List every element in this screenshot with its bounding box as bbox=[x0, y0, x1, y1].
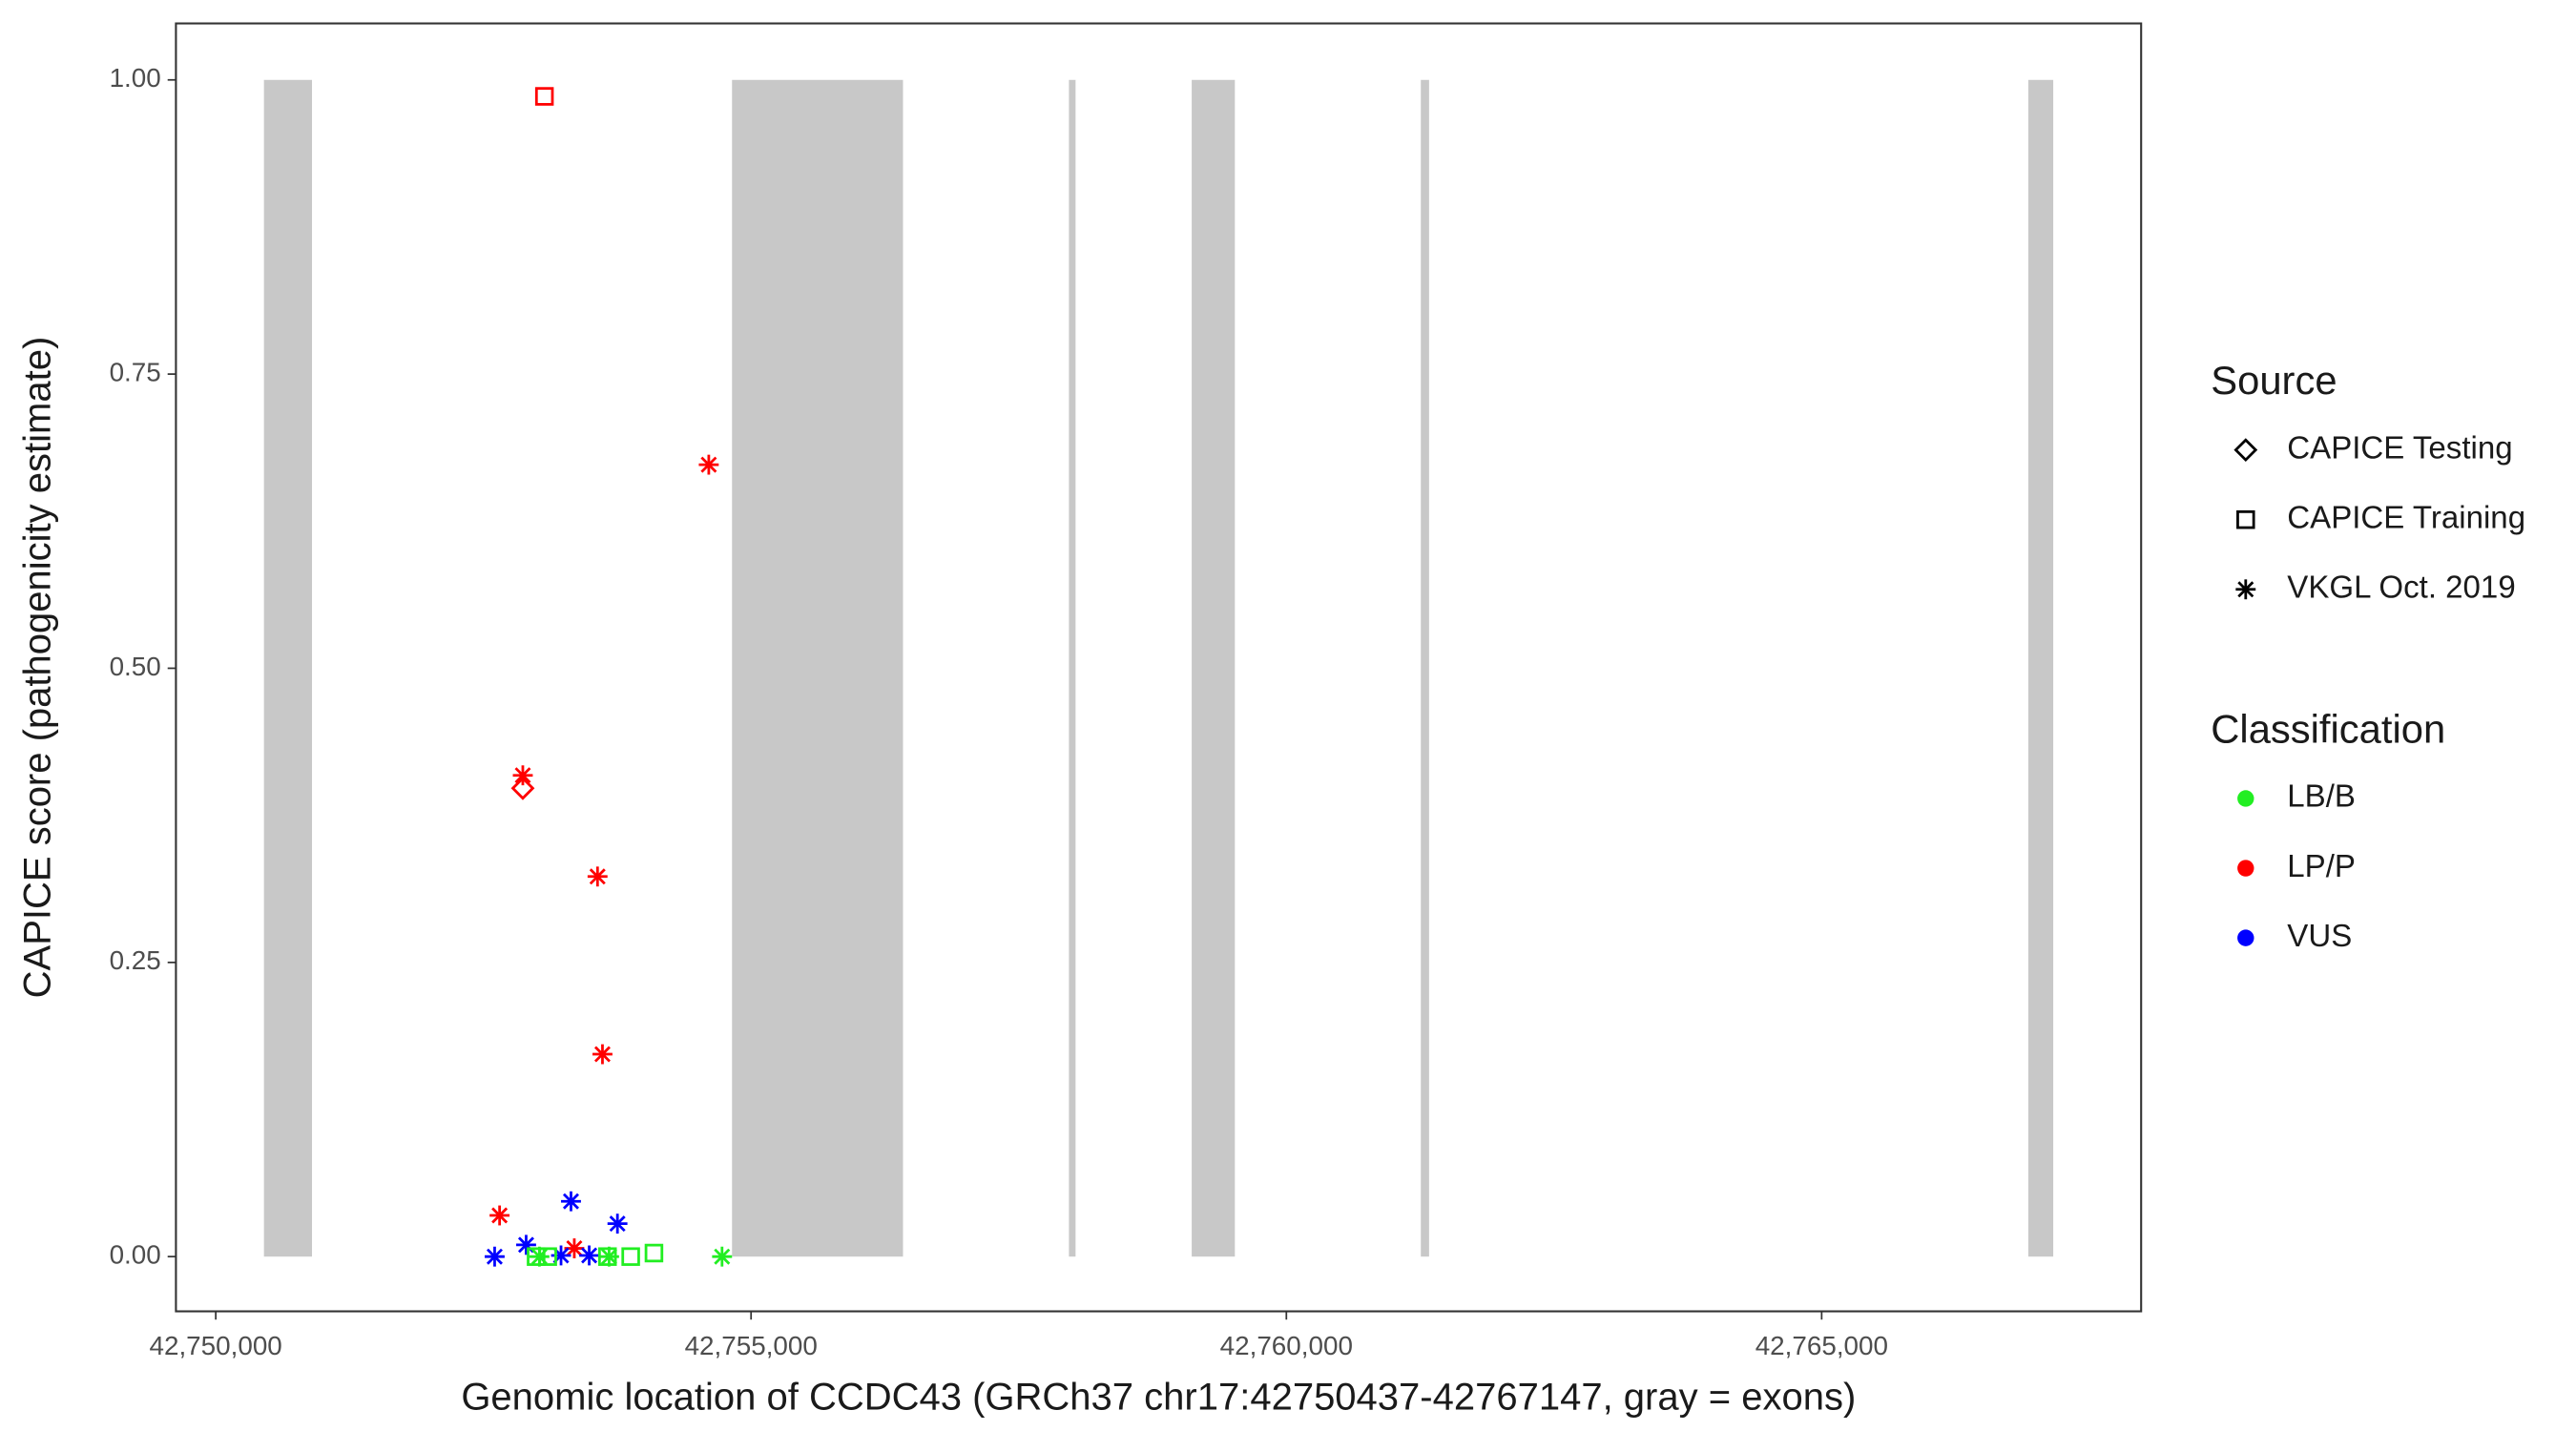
asterisk-stroke bbox=[486, 1248, 503, 1265]
x-tick-label: 42,760,000 bbox=[1220, 1331, 1353, 1360]
point bbox=[485, 1246, 505, 1267]
point bbox=[607, 1213, 628, 1234]
legend-key bbox=[2235, 579, 2256, 600]
square bbox=[538, 1247, 557, 1266]
legend-title: Classification bbox=[2211, 706, 2445, 751]
asterisk-stroke bbox=[562, 1192, 579, 1210]
legend-key bbox=[2237, 790, 2254, 807]
asterisk-stroke bbox=[700, 456, 717, 473]
point bbox=[561, 1191, 581, 1212]
square bbox=[527, 1247, 546, 1266]
square bbox=[2236, 509, 2255, 529]
diamond bbox=[510, 776, 535, 800]
legend-label: CAPICE Training bbox=[2287, 500, 2525, 535]
asterisk-stroke bbox=[2237, 581, 2254, 598]
asterisk-stroke bbox=[581, 1247, 598, 1264]
square bbox=[644, 1243, 664, 1263]
exon bbox=[1421, 79, 1429, 1257]
x-axis-title: Genomic location of CCDC43 (GRCh37 chr17… bbox=[461, 1376, 1856, 1418]
exon bbox=[2027, 79, 2054, 1257]
point bbox=[712, 1246, 733, 1267]
exon bbox=[263, 79, 313, 1257]
y-tick-label: 1.00 bbox=[110, 63, 161, 93]
legend-label: VKGL Oct. 2019 bbox=[2287, 570, 2515, 606]
point bbox=[538, 1247, 557, 1266]
legend-label: CAPICE Testing bbox=[2287, 430, 2512, 466]
point bbox=[587, 866, 608, 887]
point bbox=[644, 1243, 664, 1263]
asterisk-stroke bbox=[517, 1236, 534, 1254]
point bbox=[534, 87, 554, 106]
legend-key bbox=[2233, 438, 2258, 463]
y-axis-title: CAPICE score (pathogenicity estimate) bbox=[16, 337, 58, 999]
square bbox=[621, 1247, 640, 1266]
y-tick-label: 0.75 bbox=[110, 357, 161, 386]
x-tick-label: 42,765,000 bbox=[1755, 1331, 1888, 1360]
asterisk-stroke bbox=[566, 1240, 583, 1257]
legend-label: LB/B bbox=[2287, 779, 2356, 815]
legend-label: VUS bbox=[2287, 919, 2352, 954]
legend-title: Source bbox=[2211, 358, 2337, 403]
point bbox=[510, 776, 535, 800]
legend-key bbox=[2236, 509, 2255, 529]
point bbox=[489, 1205, 510, 1226]
x-tick-label: 42,755,000 bbox=[685, 1331, 818, 1360]
asterisk-stroke bbox=[609, 1215, 626, 1233]
point bbox=[621, 1247, 640, 1266]
exon bbox=[1192, 79, 1236, 1257]
asterisk-stroke bbox=[589, 868, 606, 885]
point bbox=[512, 765, 533, 786]
point bbox=[592, 1044, 613, 1065]
plot-panel bbox=[175, 22, 2143, 1313]
point bbox=[527, 1247, 546, 1266]
point bbox=[579, 1245, 599, 1266]
exon bbox=[732, 79, 904, 1257]
exon bbox=[1069, 79, 1076, 1257]
asterisk-stroke bbox=[600, 1248, 617, 1265]
point bbox=[597, 1247, 617, 1266]
square bbox=[597, 1247, 617, 1266]
legend-key bbox=[2237, 860, 2254, 877]
y-tick-label: 0.25 bbox=[110, 945, 161, 975]
asterisk-stroke bbox=[491, 1207, 509, 1224]
asterisk-stroke bbox=[514, 767, 531, 784]
y-tick-label: 0.00 bbox=[110, 1240, 161, 1270]
legend-label: LP/P bbox=[2287, 849, 2356, 884]
y-tick-label: 0.50 bbox=[110, 652, 161, 681]
diamond bbox=[2233, 438, 2258, 463]
x-tick-label: 42,750,000 bbox=[150, 1331, 282, 1360]
asterisk-stroke bbox=[714, 1248, 731, 1265]
legend-key bbox=[2237, 929, 2254, 946]
square bbox=[534, 87, 554, 106]
point bbox=[698, 454, 719, 475]
asterisk-stroke bbox=[593, 1046, 611, 1063]
